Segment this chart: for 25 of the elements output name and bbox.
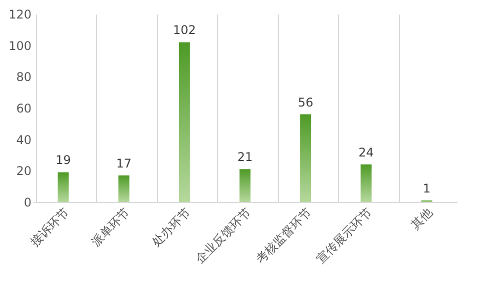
data-label: 56 [298, 95, 314, 110]
y-tick-label: 80 [16, 70, 32, 84]
y-tick-label: 40 [16, 132, 32, 147]
y-tick-label: 120 [8, 8, 32, 22]
bar [240, 169, 250, 202]
data-label: 19 [56, 153, 71, 168]
bar [58, 172, 69, 202]
data-label: 102 [172, 23, 196, 38]
x-tick-label: 考核监督环节 [253, 205, 314, 266]
data-label: 24 [358, 145, 374, 160]
data-label: 17 [116, 156, 132, 170]
x-tick-label: 宣传展示环节 [314, 205, 375, 266]
x-tick-label: 派单环节 [88, 205, 132, 249]
data-label: 21 [237, 150, 253, 164]
x-tick-label: 企业反馈环节 [192, 205, 254, 266]
y-tick-label: 60 [16, 102, 32, 116]
y-tick-label: 20 [16, 164, 32, 178]
data-label: 1 [422, 181, 431, 196]
bar [360, 164, 372, 202]
bar [178, 42, 190, 202]
bar [300, 114, 312, 202]
x-tick-label: 其他 [408, 205, 436, 232]
y-tick-label: 100 [8, 38, 32, 53]
bar [118, 175, 130, 202]
x-tick-label: 处办环节 [149, 205, 193, 249]
